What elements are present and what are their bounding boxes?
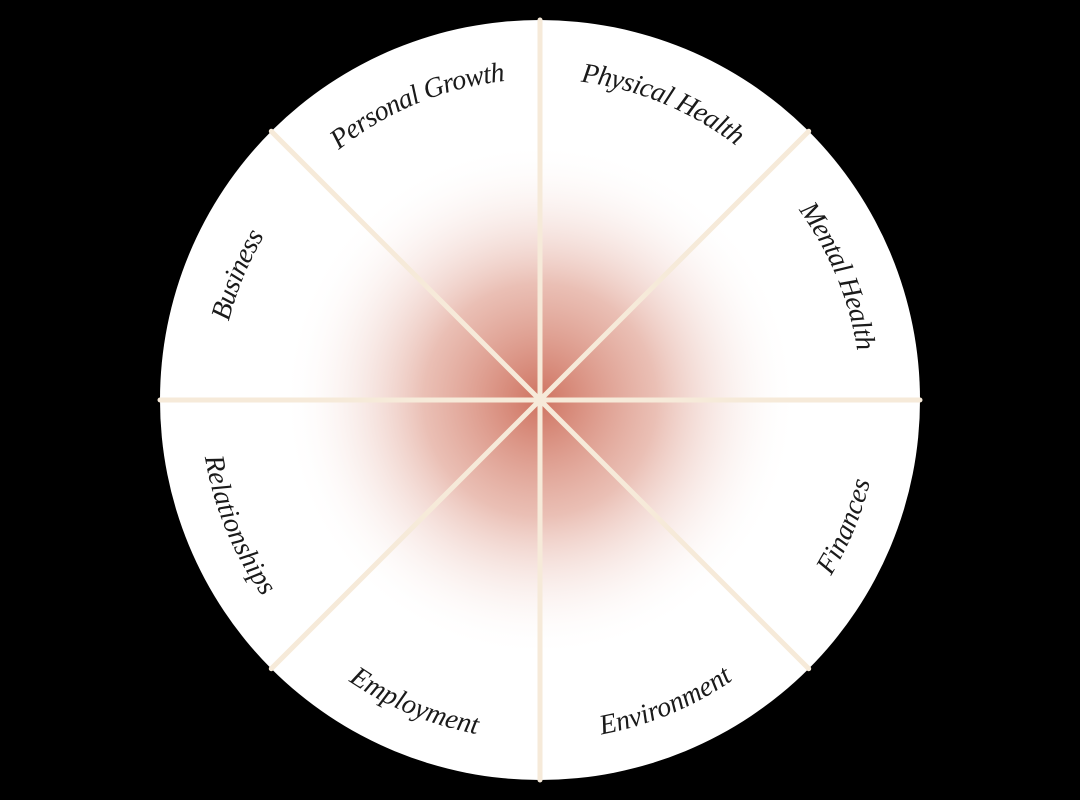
wheel-of-life-diagram: Physical HealthMental HealthFinancesEnvi… (0, 0, 1080, 800)
wheel-svg: Physical HealthMental HealthFinancesEnvi… (0, 0, 1080, 800)
